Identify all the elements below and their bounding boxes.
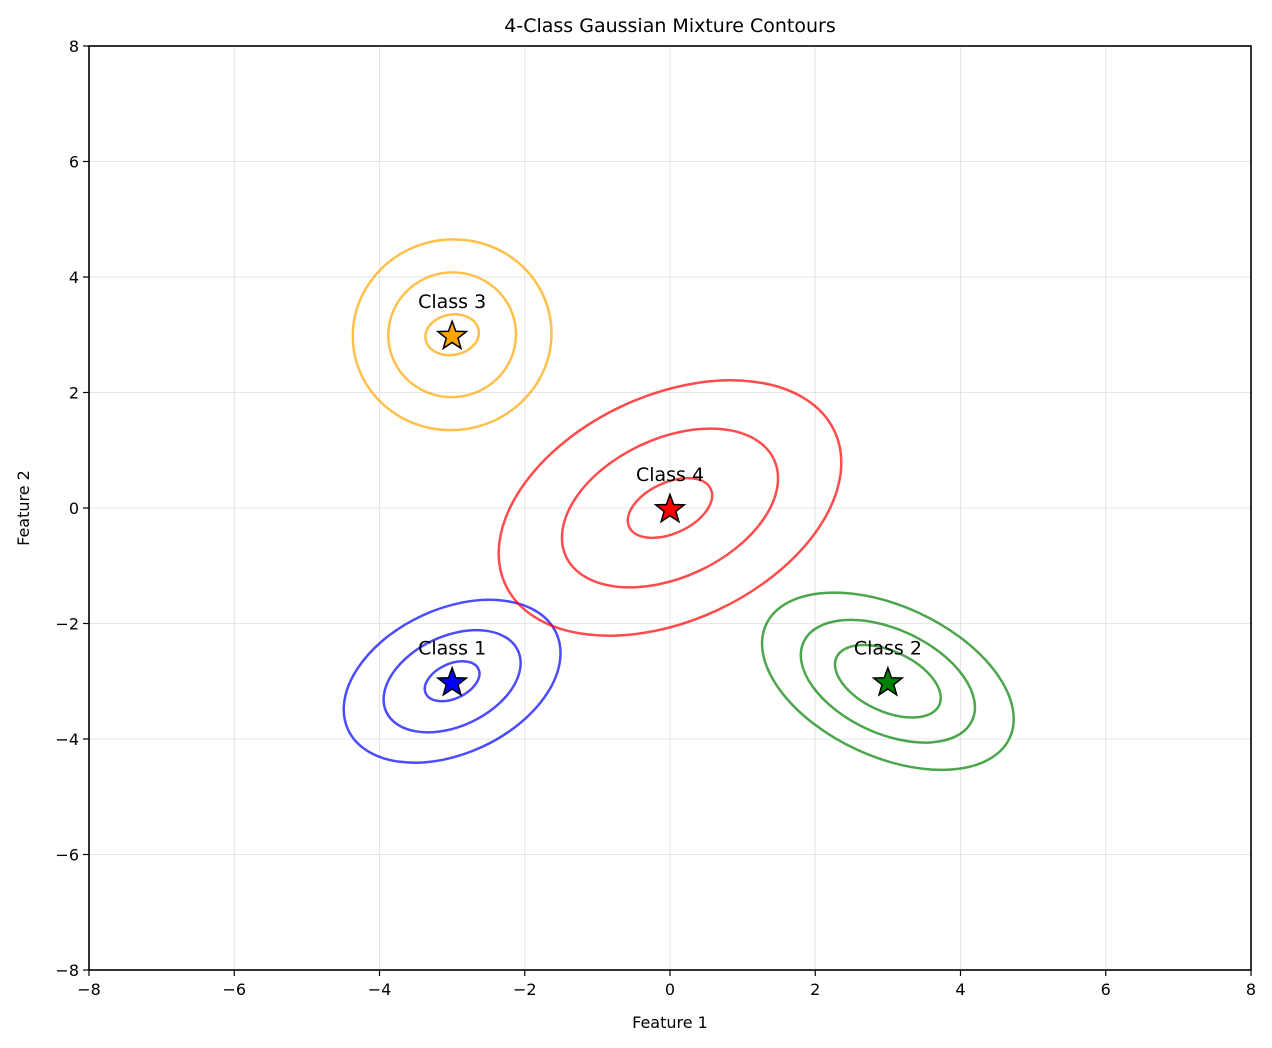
x-tick-label: 4 <box>955 980 965 999</box>
class-3-mean-star <box>435 319 469 351</box>
class-3-contour-1 <box>424 313 481 357</box>
class-1-contour-1 <box>423 660 481 703</box>
class-4-contour-2 <box>560 427 780 589</box>
class-1-contour-3 <box>342 598 562 764</box>
x-tick-label: 8 <box>1246 980 1256 999</box>
class-4-contour-3 <box>497 379 843 637</box>
class-4-label: Class 4 <box>636 464 704 486</box>
y-tick-label: −4 <box>55 730 79 749</box>
class-4-mean-star <box>653 492 687 524</box>
y-tick-label: 0 <box>69 499 79 518</box>
y-tick-label: −8 <box>55 961 79 980</box>
contours <box>342 238 1015 772</box>
class-1-mean-star <box>435 665 469 697</box>
y-tick-label: 4 <box>69 268 79 287</box>
y-axis-ticks: −8 −6 −4 −2 0 2 4 6 8 <box>55 37 89 980</box>
x-tick-label: −8 <box>77 980 101 999</box>
class-4-contour-1 <box>626 476 714 540</box>
class-1-label: Class 1 <box>418 637 486 659</box>
class-2-mean-star <box>871 665 905 697</box>
class-3-contour-3 <box>351 238 553 432</box>
y-tick-label: −6 <box>55 846 79 865</box>
x-tick-label: 6 <box>1101 980 1111 999</box>
x-tick-label: 0 <box>665 980 675 999</box>
x-axis-ticks: −8 −6 −4 −2 0 2 4 6 8 <box>77 970 1256 999</box>
class-means <box>435 319 905 697</box>
class-2-contour-3 <box>760 591 1015 772</box>
x-tick-label: −6 <box>222 980 246 999</box>
y-tick-label: 2 <box>69 384 79 403</box>
class-3-contour-2 <box>387 271 518 399</box>
class-1-contour-2 <box>382 628 522 734</box>
grid <box>88 45 1252 971</box>
chart-title: 4-Class Gaussian Mixture Contours <box>504 15 835 37</box>
x-tick-label: −4 <box>368 980 392 999</box>
x-tick-label: −2 <box>513 980 537 999</box>
y-axis-label: Feature 2 <box>14 470 33 546</box>
class-2-contour-1 <box>833 643 943 719</box>
x-tick-label: 2 <box>810 980 820 999</box>
y-tick-label: 6 <box>69 153 79 172</box>
y-tick-label: −2 <box>55 615 79 634</box>
class-2-label: Class 2 <box>854 637 922 659</box>
class-labels: Class 1 Class 2 Class 3 Class 4 <box>418 291 922 660</box>
y-tick-label: 8 <box>69 37 79 56</box>
class-2-contour-2 <box>799 618 977 744</box>
x-axis-label: Feature 1 <box>632 1013 708 1032</box>
class-3-label: Class 3 <box>418 291 486 313</box>
